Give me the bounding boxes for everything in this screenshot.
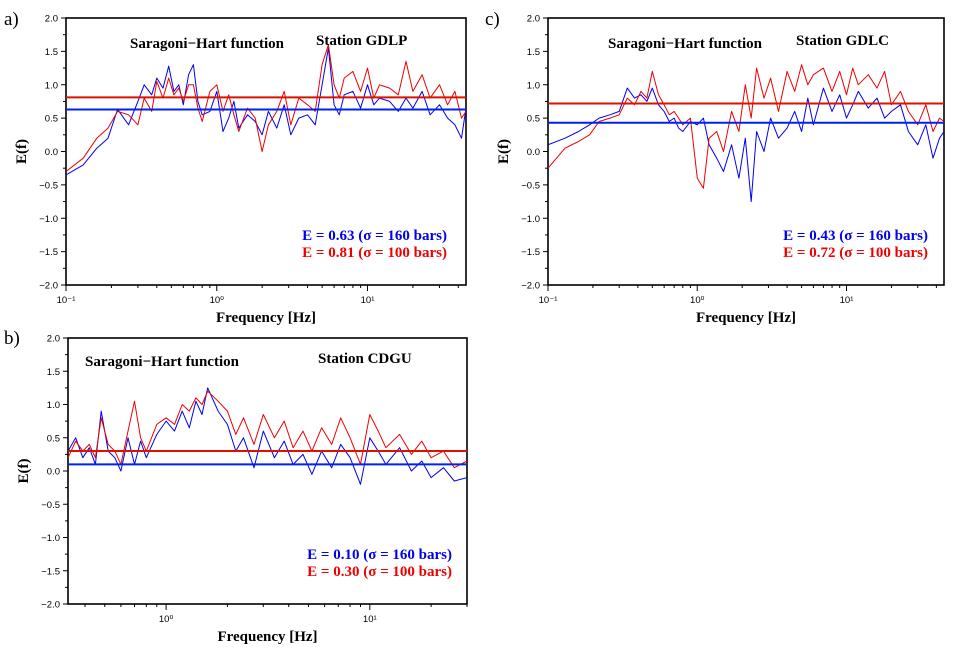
- plot-area: [68, 387, 467, 485]
- x-tick-label: 10¹: [840, 295, 854, 306]
- y-tick-label: −2.0: [41, 600, 60, 611]
- series-line-100-bars: [548, 64, 944, 189]
- y-tick-label: −1.5: [521, 247, 540, 258]
- x-tick-label: 10¹: [363, 614, 377, 625]
- y-tick-label: −0.5: [39, 180, 58, 191]
- y-tick-label: −2.0: [521, 281, 540, 292]
- x-tick-label: 10⁰: [159, 614, 174, 625]
- legend-160-bars: E = 0.63 (σ = 160 bars): [302, 228, 447, 244]
- y-tick-label: 0.0: [47, 467, 60, 478]
- plot-frame: [65, 17, 467, 286]
- x-tick-label: 10⁻¹: [539, 295, 558, 306]
- y-tick-label: 0.5: [527, 114, 540, 125]
- panel-letter: b): [4, 328, 20, 349]
- panel-letter: a): [4, 9, 19, 30]
- plot-frame: [67, 337, 468, 605]
- y-tick-label: 1.0: [47, 400, 60, 411]
- y-tick-label: 0.0: [45, 147, 58, 158]
- function-title: Saragoni−Hart function: [85, 354, 240, 370]
- plot-area: [66, 44, 466, 176]
- y-tick-label: −1.0: [41, 533, 60, 544]
- y-tick-label: −1.5: [41, 566, 60, 577]
- y-axis-title: E(f): [496, 139, 512, 164]
- function-title: Saragoni−Hart function: [608, 36, 763, 52]
- y-tick-label: 1.5: [45, 47, 58, 58]
- y-tick-label: −0.5: [521, 180, 540, 191]
- x-tick-label: 10¹: [361, 295, 375, 306]
- x-tick-label: 10⁻¹: [57, 295, 76, 306]
- y-tick-label: 1.0: [527, 80, 540, 91]
- y-tick-label: 2.0: [45, 14, 58, 25]
- x-axis-title: Frequency [Hz]: [216, 310, 316, 326]
- y-tick-label: −2.0: [39, 281, 58, 292]
- panel-letter: c): [485, 9, 500, 30]
- chart-panel-1: b) 2.0 1.5 1.0 0.5 0.0 −0.5 −1.0 −1.5 −2.0 10⁰ 10¹ S…: [4, 328, 468, 645]
- legend-100-bars: E = 0.30 (σ = 100 bars): [307, 564, 452, 580]
- y-tick-label: 1.0: [45, 80, 58, 91]
- chart-panel-2: c) 2.0 1.5 1.0 0.5 0.0 −0.5 −1.0 −1.5 −2.0 10⁻¹ 10⁰…: [485, 9, 945, 326]
- y-tick-label: 0.5: [47, 433, 60, 444]
- plot-area: [548, 64, 944, 203]
- y-tick-label: 2.0: [47, 334, 60, 345]
- x-axis-title: Frequency [Hz]: [696, 310, 796, 326]
- station-title: Station CDGU: [318, 351, 412, 367]
- y-tick-label: −1.5: [39, 247, 58, 258]
- x-tick-label: 10⁰: [210, 295, 225, 306]
- y-tick-label: 2.0: [527, 14, 540, 25]
- y-tick-label: 1.5: [527, 47, 540, 58]
- legend-100-bars: E = 0.81 (σ = 100 bars): [302, 245, 447, 261]
- series-line-160-bars: [548, 87, 944, 203]
- y-tick-label: 0.0: [527, 147, 540, 158]
- y-tick-label: −1.0: [39, 214, 58, 225]
- legend-100-bars: E = 0.72 (σ = 100 bars): [783, 245, 928, 261]
- station-title: Station GDLC: [796, 33, 889, 49]
- y-tick-label: 0.5: [45, 114, 58, 125]
- function-title: Saragoni−Hart function: [130, 36, 285, 52]
- x-tick-label: 10⁰: [690, 295, 705, 306]
- series-line-100-bars: [68, 390, 467, 469]
- series-line-160-bars: [66, 47, 466, 176]
- x-axis-title: Frequency [Hz]: [217, 629, 317, 645]
- y-tick-label: −0.5: [41, 500, 60, 511]
- y-tick-label: −1.0: [521, 214, 540, 225]
- series-line-160-bars: [68, 387, 467, 485]
- y-axis-title: E(f): [16, 459, 32, 484]
- legend-160-bars: E = 0.43 (σ = 160 bars): [783, 228, 928, 244]
- station-title: Station GDLP: [316, 33, 407, 49]
- y-tick-label: 1.5: [47, 367, 60, 378]
- y-axis-title: E(f): [14, 139, 30, 164]
- series-line-100-bars: [66, 44, 466, 172]
- chart-panel-0: a) 2.0 1.5 1.0 0.5 0.0 −0.5 −1.0 −1.5 −2.0 10⁻¹ 10⁰…: [4, 9, 467, 326]
- legend-160-bars: E = 0.10 (σ = 160 bars): [307, 547, 452, 563]
- plot-frame: [547, 17, 945, 286]
